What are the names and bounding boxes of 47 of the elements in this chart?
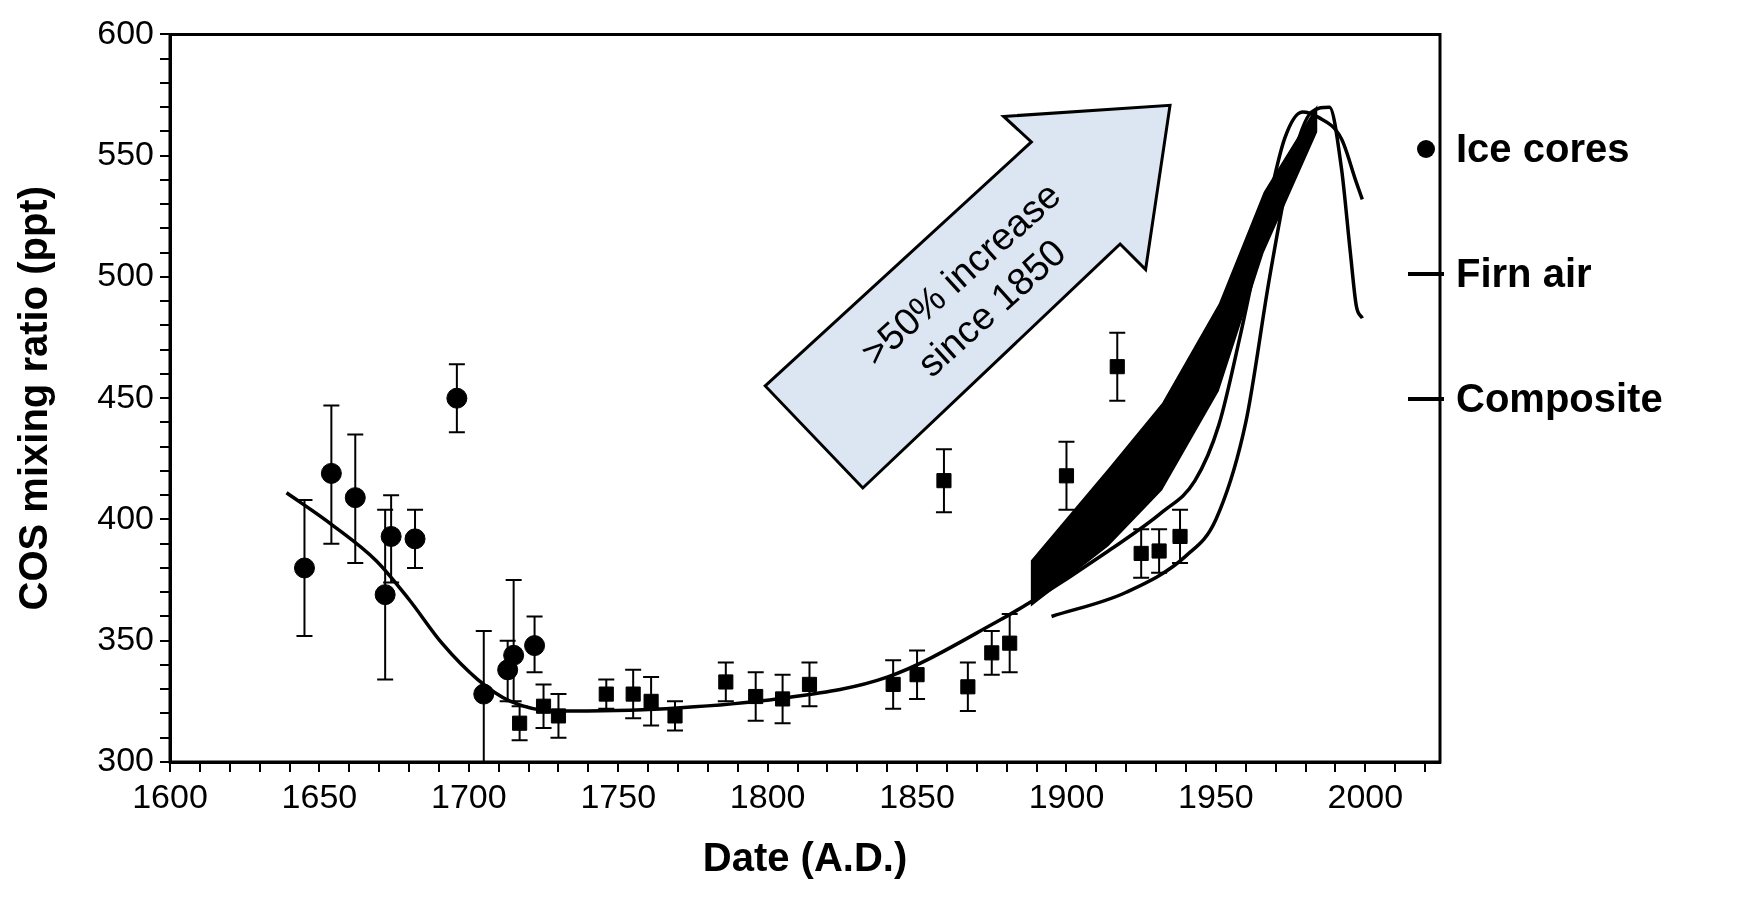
point: [598, 686, 614, 702]
point: [374, 584, 396, 606]
point: [775, 691, 791, 707]
x-axis-title: Date (A.D.): [702, 835, 908, 880]
point: [885, 676, 901, 692]
x-tick-label: 1750: [580, 776, 657, 815]
point: [1151, 543, 1167, 559]
point: [718, 674, 734, 690]
legend-label: Composite: [1456, 376, 1663, 421]
point: [936, 473, 952, 489]
y-tick-label: 400: [97, 497, 154, 536]
point: [1002, 635, 1018, 651]
x-tick-label: 1650: [281, 776, 358, 815]
point: [344, 487, 366, 509]
point: [535, 698, 552, 714]
x-tick-label: 1950: [1178, 776, 1254, 815]
point: [446, 387, 468, 409]
point: [404, 528, 426, 550]
x-tick-label: 1700: [431, 776, 507, 815]
x-tick-label: 1850: [879, 776, 955, 815]
point: [473, 683, 495, 705]
point: [667, 708, 683, 724]
y-axis-title: COS mixing ratio (ppt): [11, 185, 56, 611]
legend-label: Firn air: [1456, 251, 1592, 296]
x-tick-label: 1900: [1028, 776, 1105, 815]
point: [550, 708, 567, 724]
x-tick-label: 2000: [1327, 776, 1404, 815]
point: [909, 667, 925, 683]
point: [1172, 528, 1188, 545]
point: [293, 557, 315, 579]
y-tick-label: 600: [97, 12, 154, 51]
point: [960, 679, 976, 695]
x-tick-label: 1800: [729, 776, 806, 815]
point: [320, 462, 342, 484]
legend-label: Ice cores: [1456, 126, 1630, 171]
point: [512, 715, 528, 731]
point: [1133, 545, 1149, 561]
point: [643, 693, 659, 709]
y-tick-label: 350: [97, 619, 154, 658]
x-tick-label: 1600: [132, 776, 208, 815]
point: [625, 686, 641, 702]
point: [1058, 468, 1075, 484]
y-tick-label: 450: [97, 376, 154, 415]
point: [984, 645, 1000, 661]
y-tick-label: 500: [97, 255, 154, 294]
y-tick-label: 300: [97, 740, 154, 779]
y-tick-label: 550: [97, 134, 154, 173]
